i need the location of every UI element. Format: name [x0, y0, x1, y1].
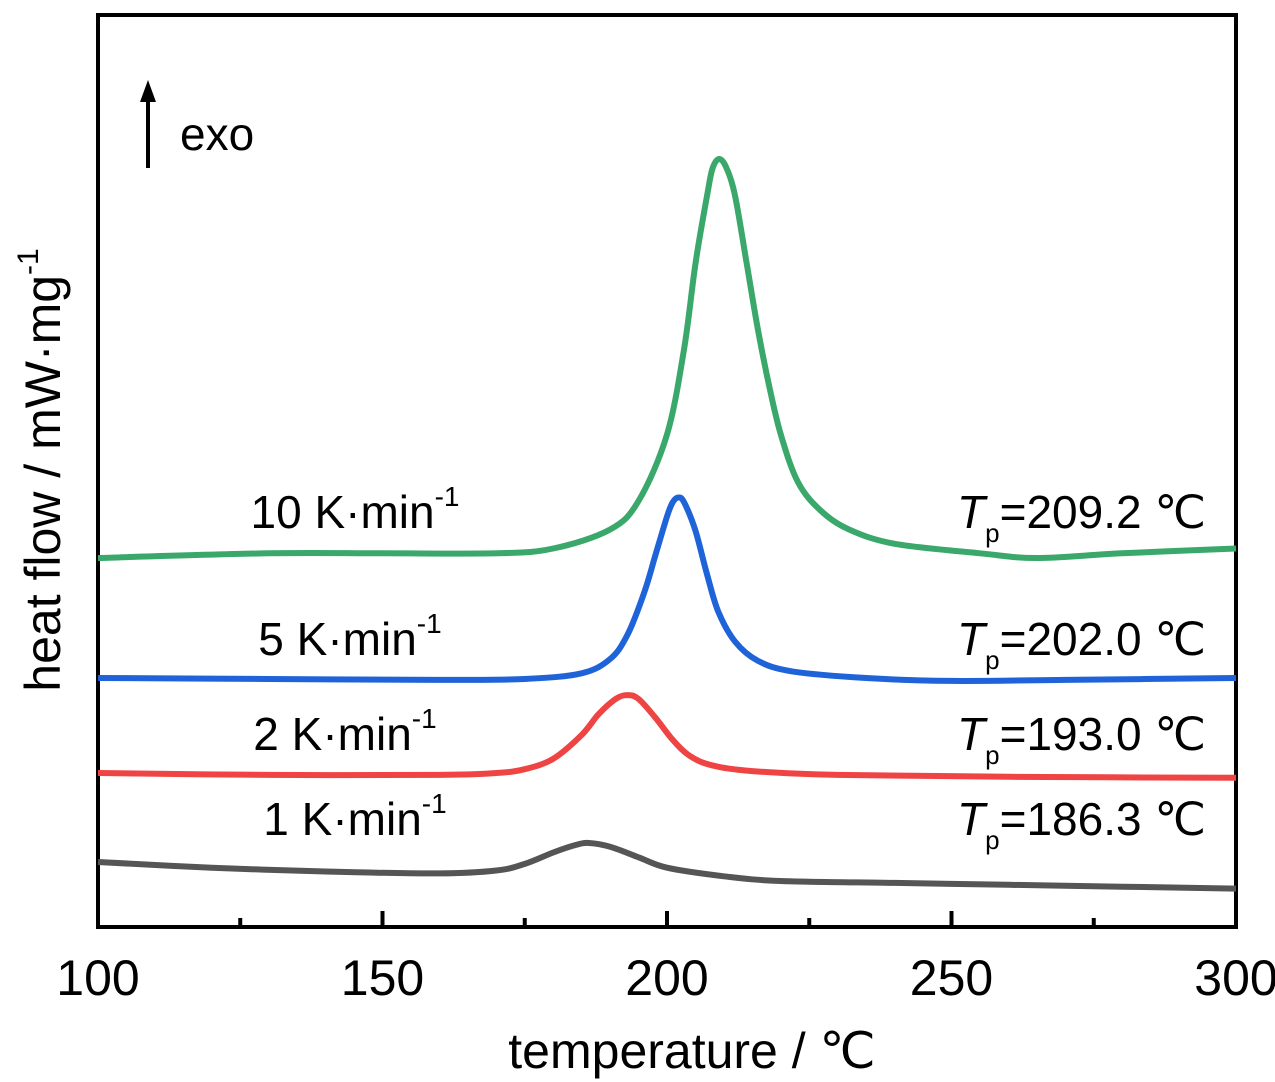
- x-axis-label: temperature / ℃: [508, 1023, 875, 1079]
- x-tick-label: 200: [625, 950, 708, 1006]
- series-rate-label: 5 K·min-1: [258, 608, 441, 665]
- x-tick-label: 100: [56, 950, 139, 1006]
- series-lines: [97, 156, 1237, 892]
- exo-arrowhead: [140, 80, 156, 102]
- series-peak-label: Tp=202.0 ℃: [957, 613, 1206, 675]
- y-axis-label-main: heat flow / mW·mg: [15, 275, 71, 692]
- exo-label: exo: [180, 108, 254, 160]
- exo-annotation: exo: [140, 80, 254, 168]
- series-line-10k-min: [97, 156, 1237, 561]
- series-line-2k-min: [97, 692, 1237, 781]
- series-rate-label: 2 K·min-1: [253, 703, 436, 760]
- series-peak-label: Tp=209.2 ℃: [957, 486, 1206, 548]
- x-tick-label: 300: [1194, 950, 1275, 1006]
- x-axis-ticks: [96, 911, 1238, 927]
- y-axis-label: heat flow / mW·mg-1: [12, 248, 71, 691]
- series-rate-label: 1 K·min-1: [263, 788, 446, 845]
- series-peak-label: Tp=186.3 ℃: [957, 793, 1206, 855]
- svg-text:heat flow / mW·mg-1: heat flow / mW·mg-1: [12, 248, 71, 691]
- series-labels: 1 K·min-1 Tp=186.3 ℃ 2 K·min-1 Tp=193.0 ℃ 5 …: [251, 481, 1206, 855]
- plot-frame: [96, 13, 1238, 929]
- x-tick-label: 150: [341, 950, 424, 1006]
- series-line-1k-min: [97, 839, 1237, 892]
- series-peak-label: Tp=193.0 ℃: [957, 708, 1206, 770]
- x-axis-tick-labels: 100 150 200 250 300: [56, 950, 1275, 1006]
- series-rate-label: 10 K·min-1: [251, 481, 460, 538]
- y-axis-label-sup: -1: [12, 248, 45, 275]
- x-tick-label: 250: [910, 950, 993, 1006]
- series-line-5k-min: [97, 494, 1237, 684]
